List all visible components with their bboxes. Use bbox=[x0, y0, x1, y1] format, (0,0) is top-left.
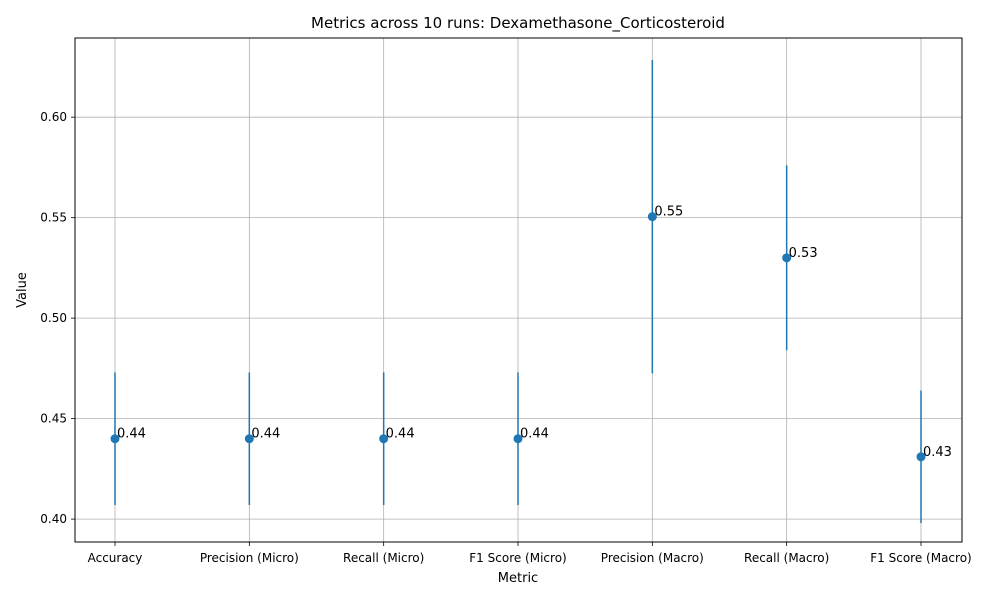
data-point bbox=[513, 434, 523, 444]
data-point bbox=[782, 253, 792, 263]
x-tick-label: Precision (Macro) bbox=[601, 551, 704, 565]
x-axis-label: Metric bbox=[498, 571, 538, 586]
data-label: 0.44 bbox=[520, 427, 549, 442]
grid bbox=[75, 38, 962, 542]
data-label: 0.55 bbox=[654, 205, 683, 220]
data-point bbox=[647, 212, 657, 222]
x-tick-label: F1 Score (Micro) bbox=[469, 551, 566, 565]
data-point bbox=[379, 434, 389, 444]
data-point bbox=[916, 452, 926, 462]
x-tick-label: F1 Score (Macro) bbox=[870, 551, 971, 565]
x-tick-label: Recall (Micro) bbox=[343, 551, 424, 565]
y-tick-label: 0.40 bbox=[40, 512, 67, 526]
plot-area-frame bbox=[74, 37, 963, 543]
axis-ticks: 0.40 0.45 0.50 0.55 0.60 Accuracy Precision (M… bbox=[40, 110, 971, 565]
y-tick-label: 0.55 bbox=[40, 211, 67, 225]
y-tick-label: 0.45 bbox=[40, 412, 67, 426]
data-label: 0.44 bbox=[251, 427, 280, 442]
data-label: 0.53 bbox=[789, 246, 818, 261]
data-marks: 0.44 0.44 0.44 0.44 0.55 0.53 0.43 bbox=[110, 59, 952, 524]
data-point bbox=[244, 434, 254, 444]
data-point bbox=[110, 434, 120, 444]
data-label: 0.43 bbox=[923, 445, 952, 460]
data-label: 0.44 bbox=[386, 427, 415, 442]
x-tick-label: Accuracy bbox=[88, 551, 143, 565]
y-axis-label: Value bbox=[15, 272, 30, 308]
x-tick-label: Precision (Micro) bbox=[200, 551, 299, 565]
y-tick-label: 0.60 bbox=[40, 110, 67, 124]
chart-title: Metrics across 10 runs: Dexamethasone_Co… bbox=[311, 14, 725, 33]
x-tick-label: Recall (Macro) bbox=[744, 551, 829, 565]
y-tick-label: 0.50 bbox=[40, 311, 67, 325]
data-label: 0.44 bbox=[117, 427, 146, 442]
